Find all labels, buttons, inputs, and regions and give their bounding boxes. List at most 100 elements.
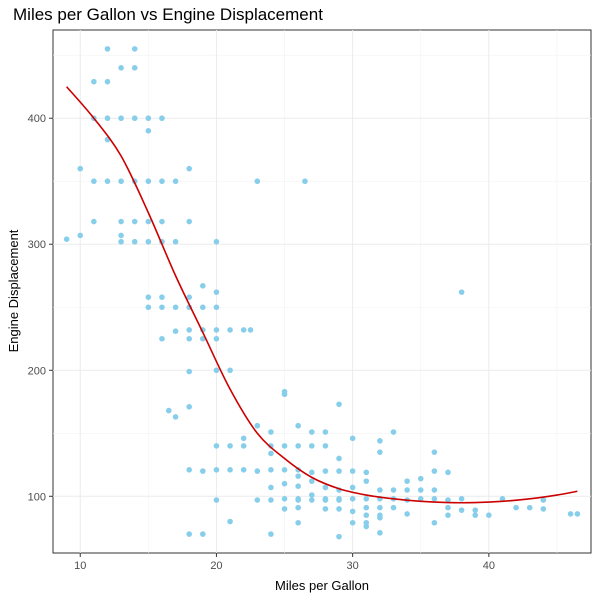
- data-point: [417, 475, 424, 482]
- data-point: [268, 429, 274, 435]
- data-point: [322, 429, 329, 435]
- data-point: [145, 115, 152, 122]
- data-point: [213, 238, 220, 245]
- data-point: [308, 469, 315, 476]
- data-point: [77, 232, 84, 239]
- data-point: [172, 414, 179, 420]
- data-point: [431, 468, 438, 474]
- data-point: [227, 367, 233, 374]
- data-point: [363, 519, 370, 526]
- data-point: [349, 519, 356, 526]
- data-point: [240, 467, 247, 473]
- data-point: [295, 422, 301, 429]
- data-point: [186, 218, 193, 225]
- data-point: [349, 435, 356, 442]
- data-point: [145, 294, 152, 300]
- data-point: [308, 478, 315, 484]
- x-tick-label: 30: [347, 560, 359, 572]
- data-point: [186, 165, 193, 172]
- data-point: [431, 496, 438, 502]
- data-point: [131, 218, 138, 225]
- y-tick-label: 100: [28, 491, 46, 503]
- data-point: [336, 533, 342, 540]
- data-point: [145, 218, 152, 225]
- data-point: [281, 467, 288, 473]
- data-point: [118, 218, 124, 225]
- data-point: [295, 504, 301, 511]
- data-point: [254, 422, 261, 429]
- data-point: [200, 531, 206, 537]
- data-point: [445, 512, 451, 518]
- data-point: [390, 429, 397, 435]
- data-point: [349, 484, 356, 491]
- data-point: [458, 496, 465, 502]
- data-point: [445, 504, 451, 511]
- data-point: [104, 46, 111, 52]
- data-point: [308, 443, 315, 449]
- data-point: [213, 467, 220, 473]
- data-point: [308, 429, 315, 435]
- data-point: [499, 496, 506, 502]
- data-point: [445, 469, 451, 476]
- data-point: [363, 504, 370, 511]
- data-point: [159, 294, 165, 300]
- data-point: [431, 449, 438, 455]
- data-point: [227, 327, 233, 333]
- data-point: [213, 497, 220, 503]
- data-point: [567, 511, 574, 517]
- plot-panel: [52, 29, 592, 554]
- data-point: [213, 335, 220, 342]
- x-tick-label: 10: [74, 560, 86, 572]
- data-point: [145, 304, 152, 311]
- data-point: [213, 327, 220, 333]
- data-point: [336, 401, 342, 408]
- data-point: [159, 115, 165, 122]
- data-point: [172, 328, 179, 334]
- data-point: [390, 504, 397, 511]
- data-point: [104, 178, 111, 185]
- axis-ticks: 10 20 30 40 100 200 300 400: [28, 113, 495, 572]
- data-point: [540, 497, 547, 503]
- data-point: [145, 128, 152, 134]
- data-point: [404, 478, 410, 484]
- data-point: [322, 484, 329, 491]
- data-point: [295, 483, 301, 490]
- data-point: [431, 487, 438, 493]
- data-point: [322, 443, 329, 449]
- data-point: [349, 468, 356, 474]
- data-point: [363, 512, 370, 518]
- data-point: [377, 438, 383, 444]
- data-point: [165, 407, 172, 414]
- data-point: [540, 506, 547, 512]
- data-point: [268, 497, 274, 503]
- data-point: [131, 238, 138, 245]
- data-point: [417, 496, 424, 502]
- data-point: [404, 487, 410, 493]
- data-point: [268, 443, 274, 449]
- data-point: [240, 443, 247, 449]
- trend-line-group: [66, 86, 578, 504]
- data-point: [172, 238, 179, 245]
- data-point: [118, 115, 124, 122]
- data-point: [200, 335, 206, 342]
- data-point: [131, 46, 138, 52]
- data-point: [574, 511, 581, 517]
- data-point: [377, 530, 383, 536]
- data-point: [404, 511, 410, 517]
- trend-line: [66, 86, 578, 504]
- data-point: [268, 467, 274, 473]
- data-point: [302, 178, 308, 185]
- data-point: [445, 497, 451, 503]
- data-point: [417, 487, 424, 493]
- data-point: [104, 78, 111, 85]
- data-point: [472, 512, 479, 518]
- y-tick-label: 200: [28, 365, 46, 377]
- data-point: [363, 469, 370, 476]
- data-point: [322, 506, 329, 512]
- data-point: [336, 506, 342, 512]
- data-point: [186, 368, 193, 375]
- data-point: [145, 178, 152, 185]
- data-point: [118, 178, 124, 185]
- data-point: [240, 435, 247, 442]
